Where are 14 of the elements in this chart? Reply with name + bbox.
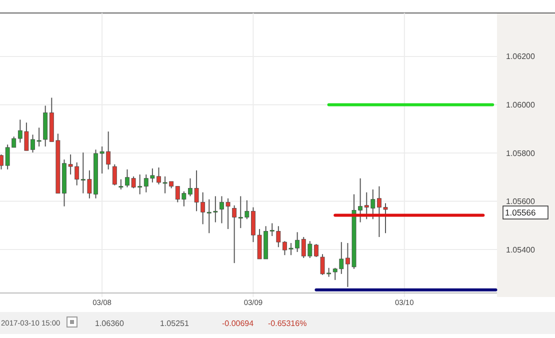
candlestick <box>232 204 237 264</box>
text: -0.00694 <box>222 318 254 328</box>
text: -0.65316% <box>268 318 307 328</box>
candlestick <box>118 178 124 190</box>
y-tick-label: 1.06000 <box>506 100 536 110</box>
candlestick <box>314 244 318 258</box>
text: 1.05251 <box>160 318 190 328</box>
y-tick-label: 1.05400 <box>506 245 536 254</box>
y-tick-label: 1.05600 <box>506 197 536 206</box>
candlestick <box>112 164 117 186</box>
y-tick-label: 1.05800 <box>506 148 536 158</box>
y-tick-label: 1.06200 <box>506 52 536 62</box>
text: 1.06360 <box>95 318 124 328</box>
text: 1.05566 <box>505 207 536 218</box>
